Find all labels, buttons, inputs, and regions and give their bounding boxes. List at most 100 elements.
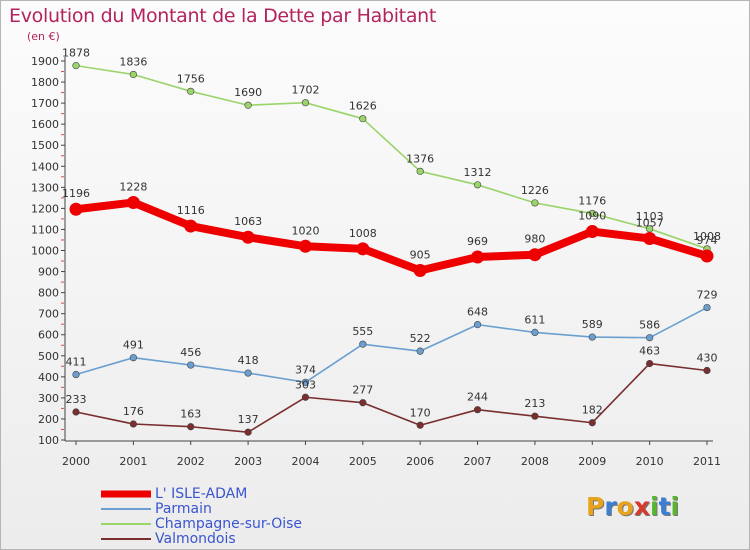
data-label: 555 [352,325,373,338]
data-point [126,195,140,209]
y-tick-label: 1300 [31,181,59,194]
data-point [301,393,310,401]
data-label: 1702 [291,84,319,97]
data-label: 1057 [636,216,664,229]
x-tick-label: 2003 [234,455,262,468]
data-label: 1626 [349,100,377,113]
data-label: 1008 [349,227,377,240]
data-point [241,230,255,244]
data-point [585,225,599,239]
y-tick-label: 500 [38,350,59,363]
y-tick-label: 600 [38,329,59,342]
data-label: 163 [180,408,201,421]
data-label: 522 [410,332,431,345]
y-tick-label: 700 [38,308,59,321]
data-point [129,420,137,428]
data-point [531,412,539,420]
data-label: 1103 [636,210,664,223]
data-point [531,328,539,337]
data-point [244,428,252,436]
data-label: 1116 [177,204,205,217]
y-tick-label: 1000 [31,245,59,258]
data-label: 303 [295,378,316,391]
y-tick-label: 900 [38,266,59,279]
data-point [187,423,195,431]
x-tick-label: 2011 [693,455,721,468]
data-label: 418 [238,354,259,367]
data-label: 233 [66,393,87,406]
y-tick-label: 200 [38,413,59,426]
legend-label: Parmain [155,501,212,517]
data-point [700,249,714,263]
y-tick-label: 1800 [31,76,59,89]
data-point [703,303,711,312]
y-tick-label: 1700 [31,97,59,110]
data-point [129,70,137,79]
data-point [72,62,80,70]
chart-title: Evolution du Montant de la Dette par Hab… [9,5,437,27]
data-label: 463 [639,345,660,358]
data-label: 1090 [578,210,606,223]
legend-label: Champagne-sur-Oise [155,516,303,532]
data-label: 213 [524,397,545,410]
y-tick-label: 1100 [31,223,59,236]
data-point [531,199,539,207]
data-point [359,340,367,348]
data-point [72,408,80,416]
data-point [301,99,310,107]
data-point [356,242,370,256]
data-point [643,231,657,245]
data-label: 1176 [578,194,606,207]
x-tick-label: 2009 [578,455,606,468]
y-tick-label: 800 [38,287,59,300]
legend-label: L' ISLE-ADAM [155,486,248,502]
data-label: 980 [524,233,545,246]
y-tick-label: 1400 [31,160,59,173]
x-tick-label: 2006 [406,455,434,468]
data-point [187,87,195,95]
data-label: 586 [639,319,660,332]
x-tick-label: 2001 [119,455,147,468]
data-label: 1312 [464,166,492,179]
data-label: 1020 [291,224,319,237]
data-point [471,250,485,264]
x-tick-label: 2010 [636,455,664,468]
data-label: 1878 [62,47,90,60]
legend-swatch [101,508,151,510]
data-point [416,421,424,429]
x-tick-label: 2008 [521,455,549,468]
data-point [528,248,542,262]
data-label: 974 [697,234,718,247]
series-line [72,198,711,275]
data-point [416,167,424,175]
data-point [646,334,654,342]
data-point [359,115,367,123]
data-label: 1836 [119,55,147,68]
data-label: 137 [238,413,259,426]
data-label: 1376 [406,152,434,165]
data-point [244,101,252,109]
data-label: 244 [467,391,488,404]
data-label: 430 [697,352,718,365]
y-tick-label: 1900 [31,55,59,68]
data-point [413,264,427,278]
data-point [416,347,424,355]
y-tick-label: 300 [38,392,59,405]
data-label: 611 [524,313,545,326]
x-tick-label: 2000 [62,455,90,468]
y-tick-label: 100 [38,434,59,447]
data-point [359,399,367,407]
series-line [75,306,708,384]
data-label: 1196 [62,187,90,200]
x-tick-label: 2002 [177,455,205,468]
data-label: 277 [352,384,373,397]
data-label: 905 [410,249,431,262]
series-line [75,362,708,434]
data-label: 374 [295,363,316,376]
data-label: 1226 [521,184,549,197]
y-tick-label: 1600 [31,118,59,131]
x-tick-label: 2005 [349,455,377,468]
data-label: 589 [582,318,603,331]
